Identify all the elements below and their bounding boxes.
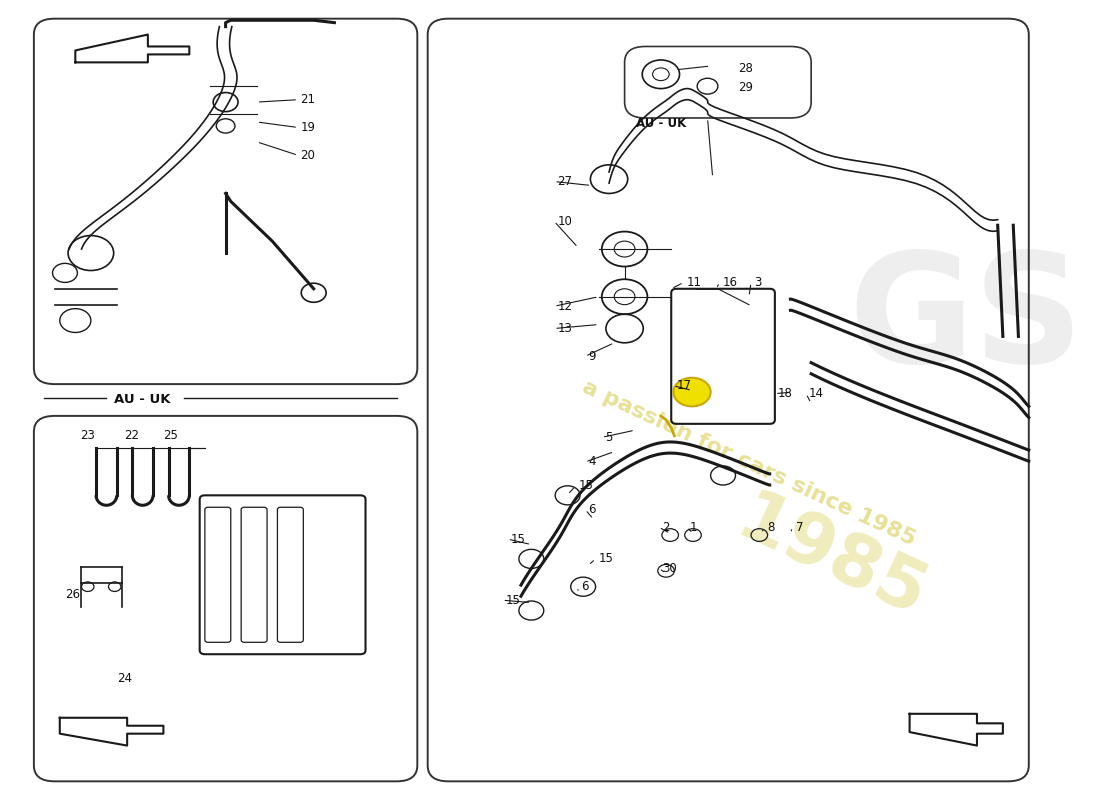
- Text: 21: 21: [300, 93, 316, 106]
- Text: 12: 12: [558, 300, 572, 313]
- Text: 16: 16: [723, 276, 738, 289]
- Polygon shape: [75, 34, 189, 62]
- Text: 9: 9: [588, 350, 596, 363]
- Text: 11: 11: [686, 276, 702, 289]
- Text: 15: 15: [510, 533, 526, 546]
- Text: 10: 10: [558, 214, 572, 228]
- Text: AU - UK: AU - UK: [636, 117, 686, 130]
- Text: a passion for cars since 1985: a passion for cars since 1985: [580, 378, 918, 550]
- Text: 29: 29: [738, 82, 754, 94]
- Text: GS: GS: [849, 246, 1085, 395]
- Text: 15: 15: [579, 479, 594, 492]
- Text: 4: 4: [588, 455, 596, 469]
- Text: 15: 15: [505, 594, 520, 606]
- Text: 5: 5: [605, 431, 613, 444]
- Text: 1: 1: [690, 521, 697, 534]
- Text: 8: 8: [768, 521, 776, 534]
- Text: 19: 19: [300, 121, 316, 134]
- Text: 24: 24: [117, 671, 132, 685]
- Text: 17: 17: [676, 379, 692, 392]
- Text: 15: 15: [598, 552, 614, 566]
- Text: 26: 26: [65, 588, 80, 601]
- Polygon shape: [59, 718, 164, 746]
- Text: 14: 14: [810, 387, 824, 400]
- Text: 6: 6: [588, 503, 596, 516]
- Text: 22: 22: [124, 430, 139, 442]
- Text: 23: 23: [80, 430, 96, 442]
- Text: 7: 7: [795, 521, 803, 534]
- Text: 28: 28: [738, 62, 754, 75]
- Text: 13: 13: [558, 322, 572, 335]
- Text: 6: 6: [581, 580, 589, 593]
- Text: 2: 2: [662, 521, 670, 534]
- Text: AU - UK: AU - UK: [114, 394, 170, 406]
- Text: 20: 20: [300, 149, 315, 162]
- Text: 30: 30: [662, 562, 676, 575]
- Polygon shape: [910, 714, 1003, 746]
- Text: 18: 18: [778, 387, 793, 400]
- Circle shape: [673, 378, 711, 406]
- Text: 25: 25: [164, 430, 178, 442]
- Text: 1985: 1985: [726, 485, 937, 633]
- Text: 27: 27: [558, 175, 572, 188]
- Text: 3: 3: [755, 276, 761, 289]
